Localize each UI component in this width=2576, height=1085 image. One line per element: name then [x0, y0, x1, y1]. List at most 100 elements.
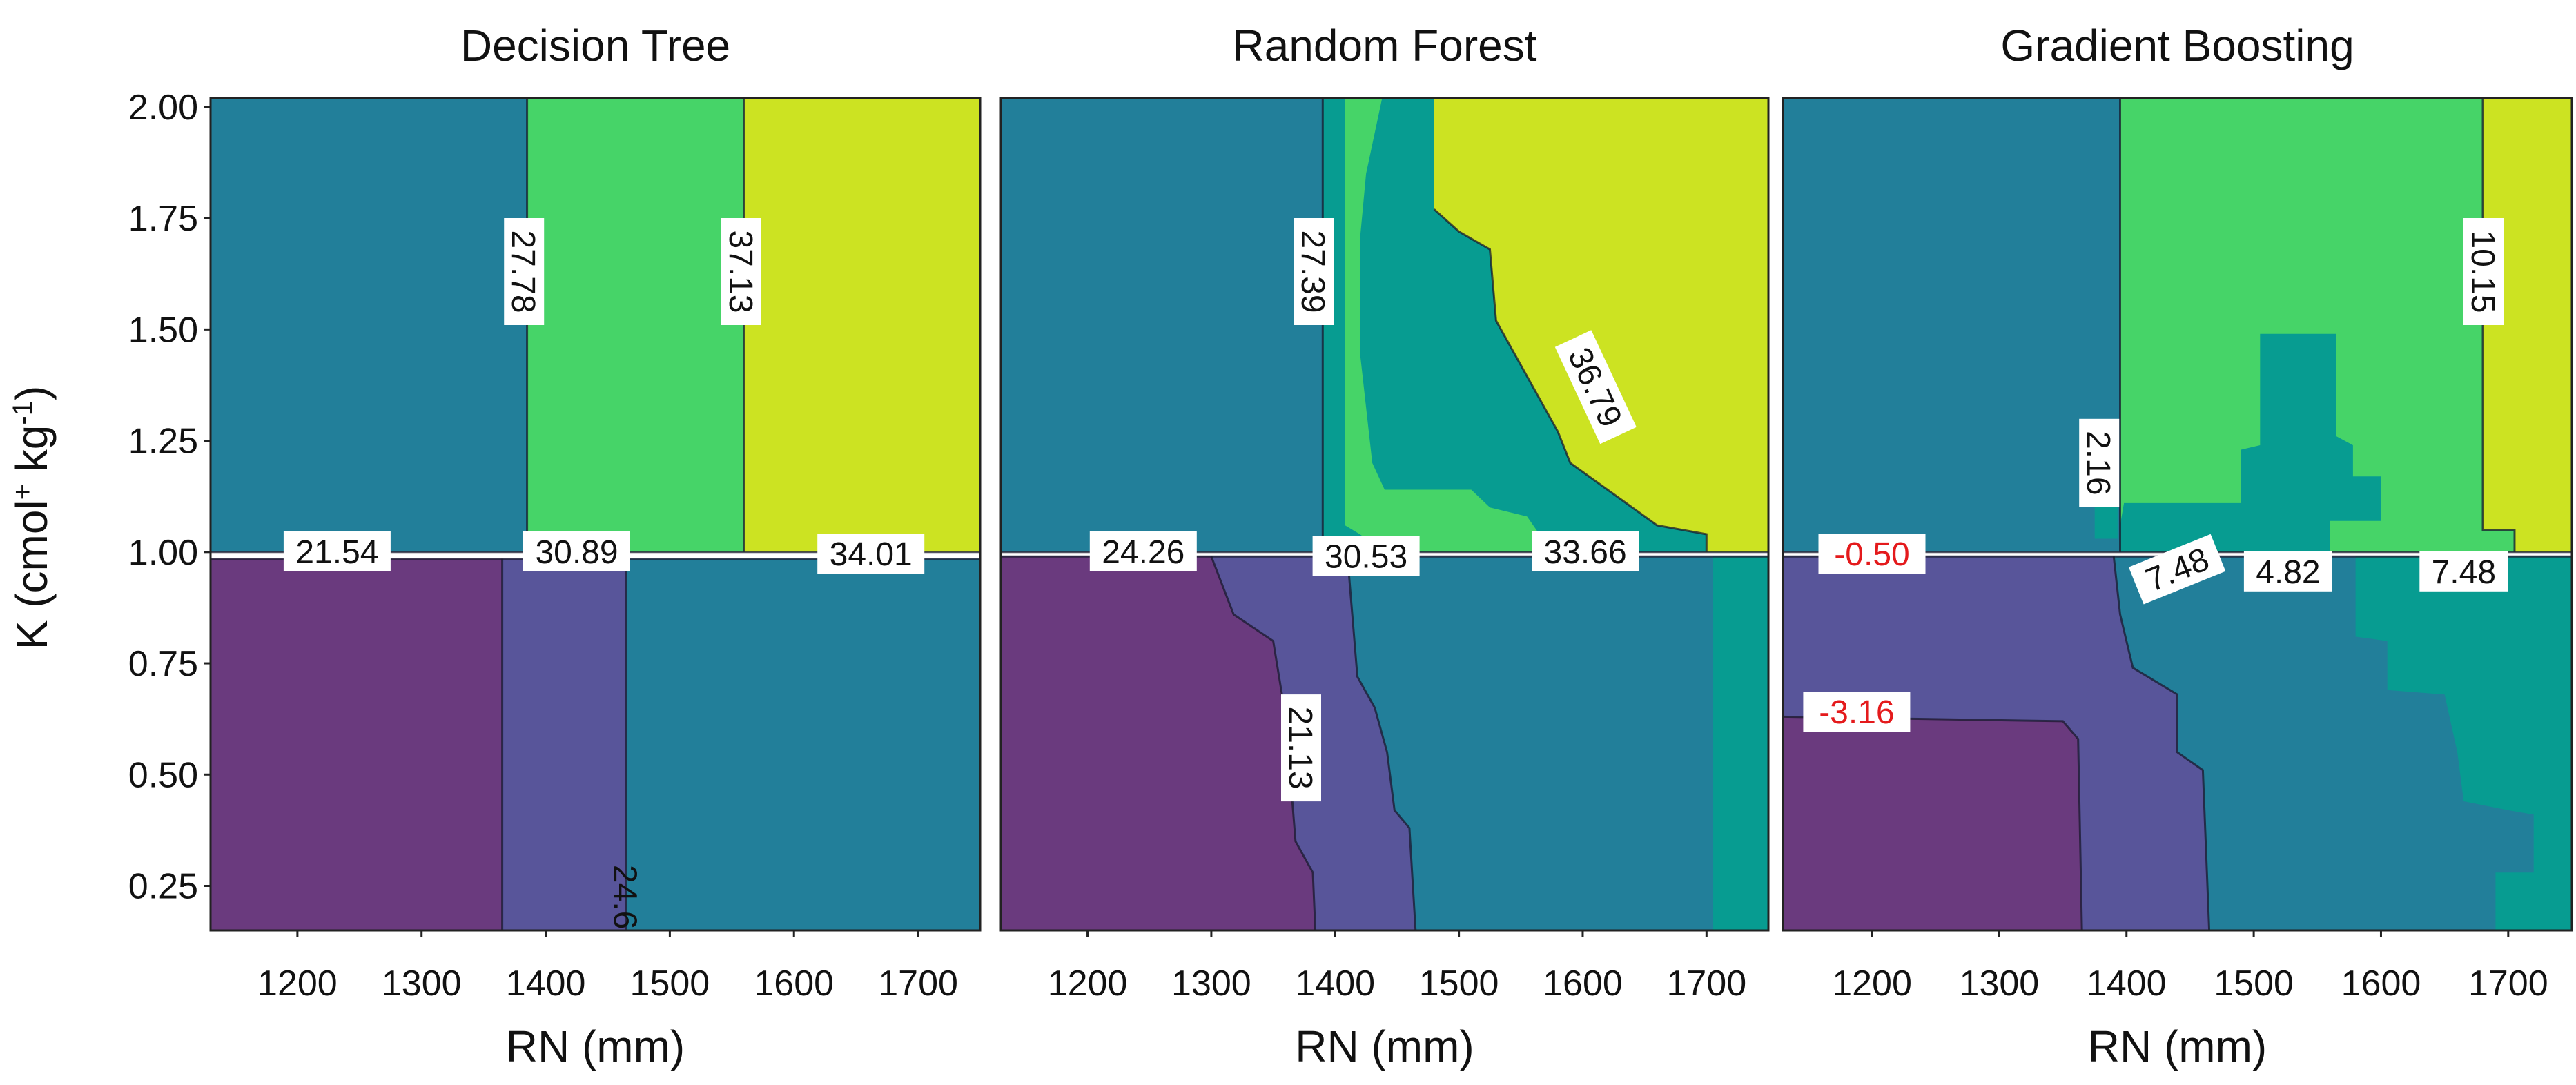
- contour-label-text: -0.50: [1834, 536, 1909, 573]
- x-tick-label: 1500: [1419, 964, 1499, 1004]
- contour-label-box: [1312, 536, 1420, 576]
- x-tick-label: 1300: [1171, 964, 1251, 1004]
- contour-label-text: 21.13: [1282, 707, 1318, 790]
- x-tick-label: 1400: [1295, 964, 1375, 1004]
- x-axis-label: RN (mm): [1295, 1022, 1474, 1071]
- contour-label: 30.53: [1312, 536, 1420, 576]
- plot-frame: [999, 97, 1770, 932]
- contour-label-box: [1554, 330, 1637, 444]
- region-c6-3: [2483, 98, 2572, 552]
- x-tick-label: 1400: [2087, 964, 2167, 1004]
- y-tick-label: 1.50: [128, 310, 198, 350]
- contour-label-text: 7.48: [2432, 554, 2496, 591]
- contour-label-box: [2128, 534, 2226, 605]
- y-tick-label: 1.25: [128, 422, 198, 462]
- contour-label: 30.89: [523, 531, 630, 571]
- region-c4-2: [2120, 333, 2381, 552]
- contour-label-box: [1294, 218, 1334, 325]
- chart-title-random-forest: Random Forest: [1232, 21, 1536, 70]
- contour-label-box: [2243, 551, 2332, 592]
- x-tick-label: 1200: [257, 964, 338, 1004]
- contour-label: 37.13: [721, 218, 761, 325]
- panel-decision-tree: Decision Tree 27.78 37.13 21.54 30.89 34.01 24…: [128, 21, 982, 1071]
- contour-label: 33.66: [1532, 531, 1639, 571]
- contour-label-text: 24.26: [1102, 534, 1184, 571]
- chart-title-decision-tree: Decision Tree: [460, 21, 730, 70]
- y-axis-label: K (cmol+ kg-1): [7, 386, 57, 650]
- contour-label: 27.78: [504, 218, 545, 325]
- region-c6-3: [1434, 98, 1768, 552]
- contour-label-text: 30.89: [535, 534, 618, 571]
- region-c5-1: [527, 98, 745, 552]
- contour-label-box: [1089, 531, 1197, 571]
- panel-gradient-boosting: Gradient Boosting 10.15 2.16 -0.50 -3.16 7.48…: [1782, 21, 2573, 1071]
- contour-label-box: [1281, 694, 1321, 802]
- x-tick-label: 1400: [506, 964, 586, 1004]
- contour-label-text: 4.82: [2256, 554, 2320, 591]
- contour-line: [1346, 556, 1417, 930]
- region-c3-5: [626, 558, 980, 930]
- x-tick-label: 1700: [878, 964, 958, 1004]
- x-tick-label: 1500: [2214, 964, 2294, 1004]
- region-c3-0: [211, 98, 527, 552]
- chart-title-gradient-boosting: Gradient Boosting: [2000, 21, 2354, 70]
- region-c2-4: [502, 558, 627, 930]
- contour-label: -0.50: [1818, 534, 1926, 574]
- contour-label-box: [504, 218, 545, 325]
- x-tick-label: 1600: [754, 964, 834, 1004]
- contour-label-box: [1803, 692, 1911, 732]
- x-tick-label: 1600: [2341, 964, 2421, 1004]
- contour-label: 2.16: [2079, 418, 2120, 507]
- x-tick-label: 1500: [630, 964, 710, 1004]
- region-c1-8: [1783, 716, 2082, 930]
- region-c4-5: [1713, 556, 1768, 930]
- region-c5-1: [2120, 98, 2572, 552]
- contour-label: 21.54: [283, 531, 391, 571]
- contour-label: 24.6: [607, 865, 643, 929]
- x-axis-label: RN (mm): [506, 1022, 685, 1071]
- contour-label-text: 34.01: [830, 536, 913, 573]
- contour-label-box: [283, 531, 391, 571]
- plot-frame: [209, 97, 982, 932]
- y-tick-label: 0.50: [128, 755, 198, 795]
- contour-label-text: 2.16: [2080, 431, 2116, 495]
- x-axis-label: RN (mm): [2088, 1022, 2267, 1071]
- contour-line: [1433, 208, 1708, 552]
- x-tick-label: 1300: [382, 964, 462, 1004]
- x-tick-label: 1700: [2468, 964, 2548, 1004]
- plot-frame: [1782, 97, 2573, 932]
- contour-label-text: 10.15: [2464, 230, 2501, 313]
- region-c1-3: [211, 558, 502, 930]
- contour-label-box: [1818, 534, 1926, 574]
- region-c6-2: [744, 98, 980, 552]
- y-tick-label: 2.00: [128, 88, 198, 128]
- region-c4-6: [2355, 556, 2572, 930]
- contour-label: -3.16: [1803, 692, 1911, 732]
- contour-label-text: 30.53: [1325, 538, 1407, 575]
- contour-label-text: 33.66: [1544, 534, 1627, 571]
- contour-label-text: 27.78: [505, 230, 541, 313]
- y-tick-label: 1.00: [128, 533, 198, 573]
- x-tick-label: 1200: [1832, 964, 1912, 1004]
- x-tick-label: 1200: [1048, 964, 1128, 1004]
- y-tick-label: 1.75: [128, 199, 198, 239]
- x-tick-label: 1600: [1543, 964, 1623, 1004]
- contour-label-box: [1532, 531, 1639, 571]
- contour-label-text: 21.54: [295, 534, 378, 571]
- contour-label-box: [721, 218, 761, 325]
- contour-label: 24.26: [1089, 531, 1197, 571]
- contour-label: 21.13: [1281, 694, 1321, 802]
- contour-label-text: 37.13: [722, 230, 759, 313]
- y-tick-label: 0.25: [128, 867, 198, 907]
- region-c1-7: [1001, 556, 1316, 930]
- contour-label-box: [2419, 551, 2508, 592]
- contour-line: [2112, 556, 2211, 930]
- x-tick-label: 1700: [1666, 964, 1746, 1004]
- contour-label-text: -3.16: [1819, 694, 1894, 731]
- x-tick-label: 1300: [1960, 964, 2040, 1004]
- contour-line: [1783, 715, 2083, 930]
- contour-label: 10.15: [2463, 218, 2504, 325]
- contour-label: 34.01: [817, 534, 925, 574]
